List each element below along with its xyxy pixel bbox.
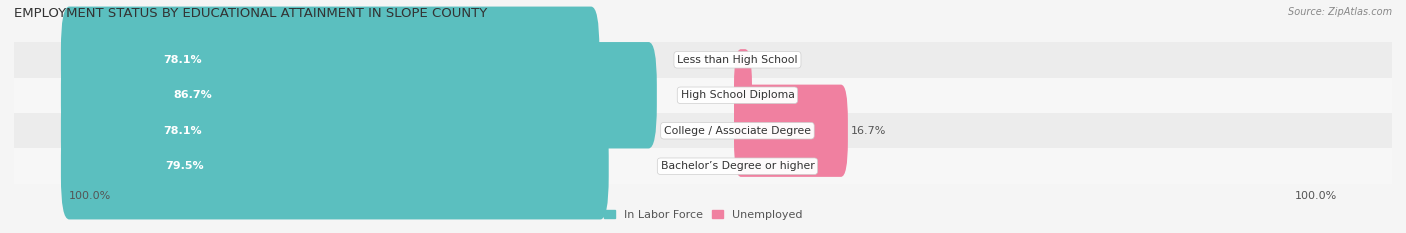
FancyBboxPatch shape	[734, 85, 848, 177]
Text: High School Diploma: High School Diploma	[681, 90, 794, 100]
Bar	[14, 42, 1392, 78]
FancyBboxPatch shape	[60, 78, 599, 184]
Text: 100.0%: 100.0%	[69, 191, 111, 201]
Text: 0.0%: 0.0%	[751, 161, 779, 171]
Text: Source: ZipAtlas.com: Source: ZipAtlas.com	[1288, 7, 1392, 17]
FancyBboxPatch shape	[60, 113, 609, 219]
Bar	[14, 78, 1392, 113]
Text: EMPLOYMENT STATUS BY EDUCATIONAL ATTAINMENT IN SLOPE COUNTY: EMPLOYMENT STATUS BY EDUCATIONAL ATTAINM…	[14, 7, 488, 20]
FancyBboxPatch shape	[60, 42, 657, 148]
Text: 0.0%: 0.0%	[751, 55, 779, 65]
Text: 86.7%: 86.7%	[173, 90, 212, 100]
Text: 79.5%: 79.5%	[165, 161, 204, 171]
Text: Bachelor’s Degree or higher: Bachelor’s Degree or higher	[661, 161, 814, 171]
Text: 78.1%: 78.1%	[163, 126, 201, 136]
Bar	[14, 148, 1392, 184]
Legend: In Labor Force, Unemployed: In Labor Force, Unemployed	[603, 210, 803, 220]
Text: 16.7%: 16.7%	[851, 126, 887, 136]
Text: College / Associate Degree: College / Associate Degree	[664, 126, 811, 136]
FancyBboxPatch shape	[60, 7, 599, 113]
FancyBboxPatch shape	[734, 49, 752, 141]
Text: 0.7%: 0.7%	[755, 90, 783, 100]
Bar	[14, 113, 1392, 148]
Text: 78.1%: 78.1%	[163, 55, 201, 65]
Text: Less than High School: Less than High School	[678, 55, 797, 65]
Text: 100.0%: 100.0%	[1295, 191, 1337, 201]
